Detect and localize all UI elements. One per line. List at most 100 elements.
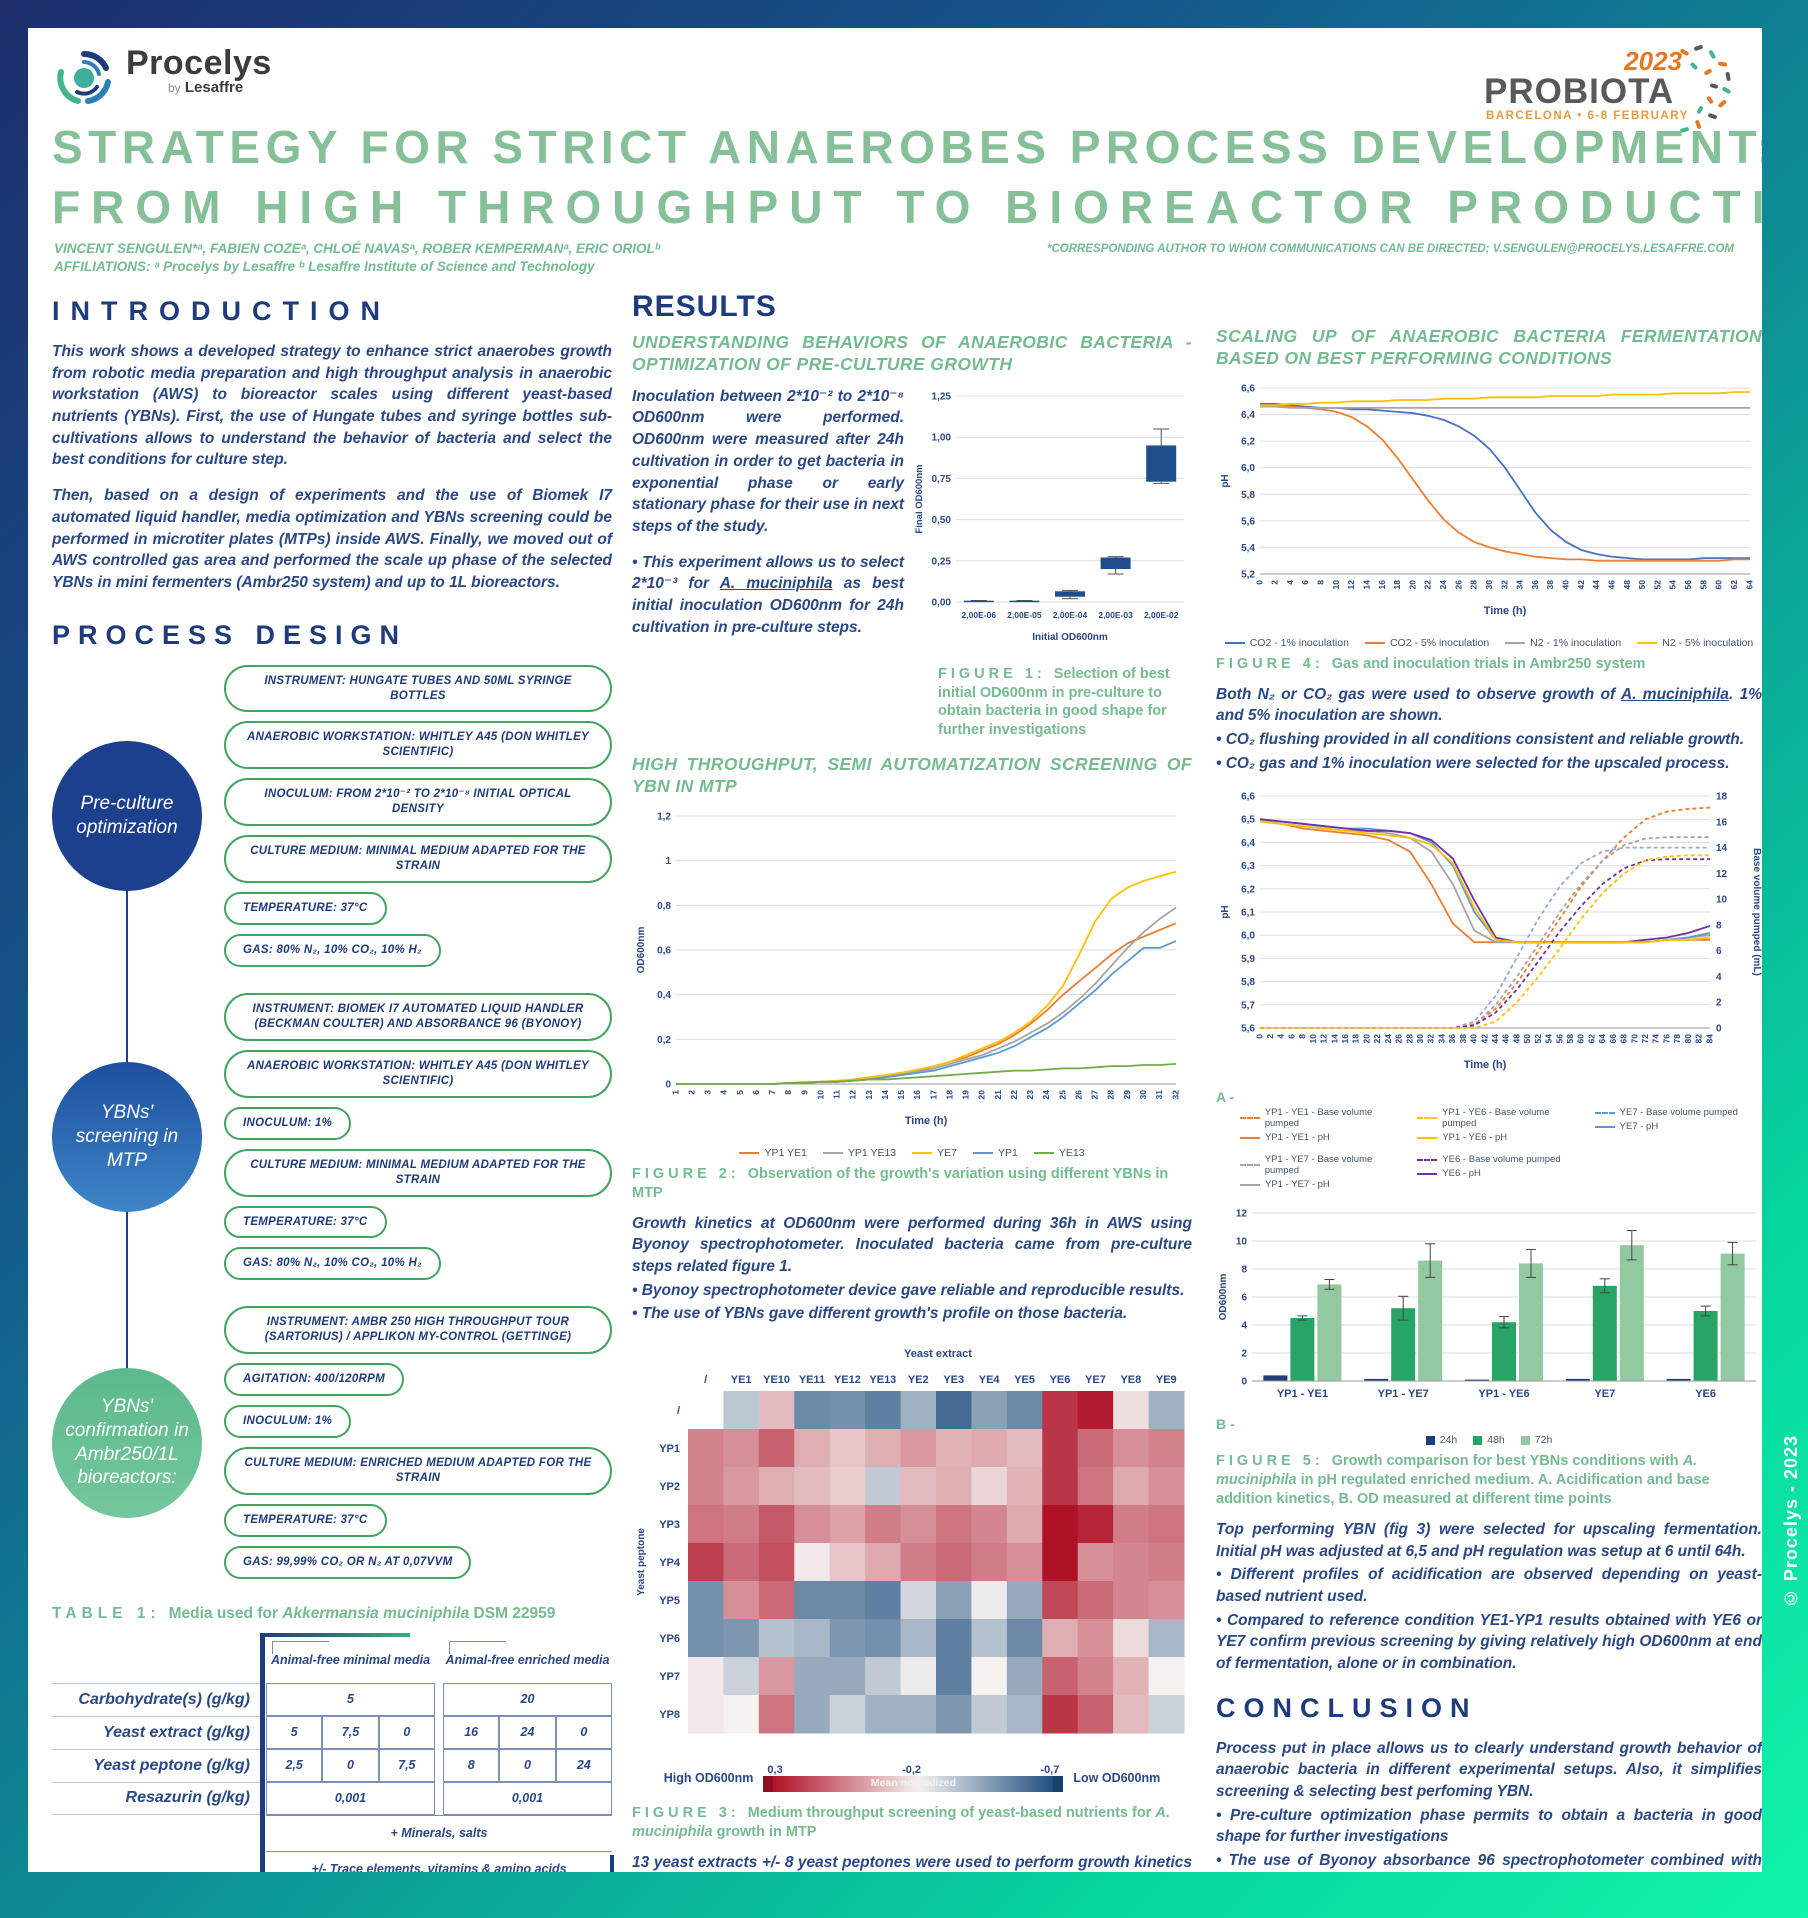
svg-text:52: 52 [1533, 1034, 1543, 1044]
svg-text:6: 6 [1286, 1034, 1296, 1039]
svg-text:42: 42 [1479, 1034, 1489, 1044]
scaling-bullets2: • Different profiles of acidification ar… [1216, 1564, 1762, 1674]
section1-bullet-post: as best initial inoculation OD600nm for … [632, 575, 904, 636]
legend-label: YP1 YE13 [847, 1146, 897, 1159]
probiota-name: PROBIOTA [1484, 72, 1675, 111]
figure4-line-chart: 5,25,45,65,86,06,26,46,60 2 4 6 8 10 12 14 16 18 2… [1220, 383, 1754, 617]
table1-group-header: Animal-free enriched media [443, 1637, 612, 1683]
table1-cell: 5 [266, 1682, 435, 1716]
figure5a-legend: YP1 - YE1 - Base volume pumped YP1 - YE1 … [1240, 1107, 1762, 1193]
svg-text:84: 84 [1704, 1034, 1714, 1044]
svg-text:10: 10 [1236, 1237, 1248, 1248]
legend-swatch [1505, 641, 1526, 644]
svg-text:6,6: 6,6 [1241, 792, 1255, 803]
scaling-para-species: A. muciniphila [1620, 685, 1729, 703]
svg-text:6,0: 6,0 [1241, 931, 1255, 942]
table1-cell: 0 [499, 1748, 556, 1782]
legend-item: N2 - 1% inoculation [1505, 637, 1621, 649]
svg-text:6,2: 6,2 [1241, 436, 1255, 447]
svg-text:9: 9 [799, 1090, 809, 1095]
svg-text:62: 62 [1729, 579, 1739, 589]
svg-text:24: 24 [1041, 1090, 1051, 1100]
table1-caption: TABLE 1: Media used for Akkermansia mucin… [52, 1605, 612, 1623]
svg-text:Initial OD600nm: Initial OD600nm [1032, 632, 1108, 643]
svg-text:YP1 - YE7: YP1 - YE7 [1378, 1388, 1429, 1400]
svg-text:11: 11 [832, 1090, 842, 1099]
svg-text:0,2: 0,2 [657, 1035, 671, 1046]
legend-pair: YE6 - Base volume pumped YE6 - pH [1417, 1154, 1584, 1193]
svg-text:18: 18 [1716, 792, 1728, 803]
legend-label: CO2 - 1% inoculation [1249, 636, 1349, 649]
svg-text:YE6: YE6 [1050, 1374, 1071, 1386]
colorscale-low-label: Low OD600nm [1073, 1771, 1161, 1785]
table1-row-label: Carbohydrate(s) (g/kg) [52, 1682, 260, 1716]
section1-heading: UNDERSTANDING BEHAVIORS OF ANAEROBIC BAC… [632, 332, 1192, 374]
svg-text:58: 58 [1565, 1034, 1575, 1044]
svg-text:54: 54 [1668, 579, 1678, 589]
svg-text:2,00E-06: 2,00E-06 [962, 610, 997, 620]
bullet-item: • CO₂ gas and 1% inoculation were select… [1216, 754, 1730, 772]
probiota-year: 2023 [1624, 46, 1682, 76]
svg-text:6: 6 [1716, 947, 1722, 958]
legend-label: CO2 - 5% inoculation [1389, 636, 1490, 649]
legend-swatch [1594, 1125, 1615, 1128]
probiota-confetti [1680, 44, 1731, 133]
svg-text:14: 14 [1716, 843, 1728, 854]
figure5b-legend: 24h 48h 72h [1216, 1434, 1762, 1446]
table1-cell: 0,001 [443, 1781, 612, 1815]
svg-text:0,25: 0,25 [932, 556, 952, 567]
svg-text:8: 8 [1716, 921, 1722, 932]
figure3-caption-label: FIGURE 3: [632, 1805, 740, 1821]
process-stage-1: Pre-culture optimization INSTRUMENT: HUNG… [52, 664, 612, 967]
table1-accent [610, 1854, 614, 1872]
conclusion-para1: Process put in place allows us to clearl… [1216, 1739, 1762, 1801]
svg-text:YP1: YP1 [659, 1443, 680, 1455]
svg-text:/: / [704, 1374, 707, 1386]
figure4-caption: FIGURE 4: Gas and inoculation trials in A… [1216, 655, 1762, 674]
legend-swatch [1240, 1183, 1260, 1186]
legend-swatch [1417, 1172, 1438, 1175]
process-pill: INSTRUMENT: AMBR 250 HIGH THROUGHPUT TOU… [224, 1306, 612, 1355]
table1-caption-pre: Media used for [168, 1604, 283, 1622]
svg-text:YE1: YE1 [731, 1374, 752, 1386]
svg-text:YE3: YE3 [943, 1374, 964, 1386]
svg-text:1: 1 [665, 856, 671, 867]
affiliations-line: AFFILIATIONS: ᵃ Procelys by Lesaffre ᵇ L… [54, 259, 595, 275]
table1-accent [260, 1632, 410, 1637]
svg-text:5,8: 5,8 [1241, 977, 1255, 988]
section2-para: Growth kinetics at OD600nm were performe… [632, 1214, 1192, 1275]
svg-text:YE2: YE2 [908, 1374, 929, 1386]
svg-text:5,4: 5,4 [1241, 543, 1255, 554]
svg-text:5,9: 5,9 [1241, 954, 1255, 965]
svg-text:5,7: 5,7 [1241, 1001, 1255, 1012]
svg-text:10: 10 [815, 1090, 825, 1100]
svg-text:26: 26 [1394, 1034, 1404, 1044]
svg-text:4: 4 [1285, 579, 1295, 584]
svg-text:6: 6 [751, 1090, 761, 1095]
poster-title-line2: FROM HIGH THROUGHPUT TO BIOREACTOR PRODU… [52, 181, 1762, 233]
legend-swatch [1473, 1435, 1483, 1445]
process-pill: GAS: 80% N₂, 10% CO₂, 10% H₂ [224, 1247, 441, 1281]
authors-block: VINCENT SENGULEN*ᵃ, FABIEN COZEᵃ, CHLOÉ … [54, 240, 660, 276]
process-pill: INSTRUMENT: HUNGATE TUBES AND 50ML SYRIN… [224, 664, 612, 713]
svg-text:28: 28 [1106, 1090, 1116, 1100]
svg-text:32: 32 [1499, 579, 1509, 589]
legend-label: N2 - 1% inoculation [1530, 636, 1622, 649]
svg-text:24: 24 [1383, 1034, 1393, 1044]
svg-text:6,4: 6,4 [1241, 410, 1255, 421]
svg-text:YE5: YE5 [1014, 1374, 1035, 1386]
svg-text:46: 46 [1606, 579, 1616, 589]
legend-label: 24h [1439, 1434, 1458, 1447]
svg-text:10: 10 [1716, 895, 1728, 906]
svg-text:30: 30 [1484, 579, 1494, 589]
legend-label: YP1 - YE1 - pH [1265, 1132, 1330, 1144]
figure5-caption: FIGURE 5: Growth comparison for best YBNs… [1216, 1452, 1762, 1509]
svg-text:76: 76 [1661, 1034, 1671, 1044]
figure4-caption-text: Gas and inoculation trials in Ambr250 sy… [1331, 655, 1646, 672]
stage-pills: INSTRUMENT: BIOMEK I7 AUTOMATED LIQUID H… [224, 992, 612, 1281]
svg-text:12: 12 [1319, 1034, 1329, 1044]
svg-text:Time (h): Time (h) [905, 1115, 948, 1127]
svg-text:6,6: 6,6 [1241, 383, 1255, 394]
legend-pair: YP1 - YE1 - Base volume pumped YP1 - YE1 … [1240, 1107, 1407, 1146]
bullet-item: • Byonoy spectrophotometer device gave r… [632, 1281, 1185, 1299]
